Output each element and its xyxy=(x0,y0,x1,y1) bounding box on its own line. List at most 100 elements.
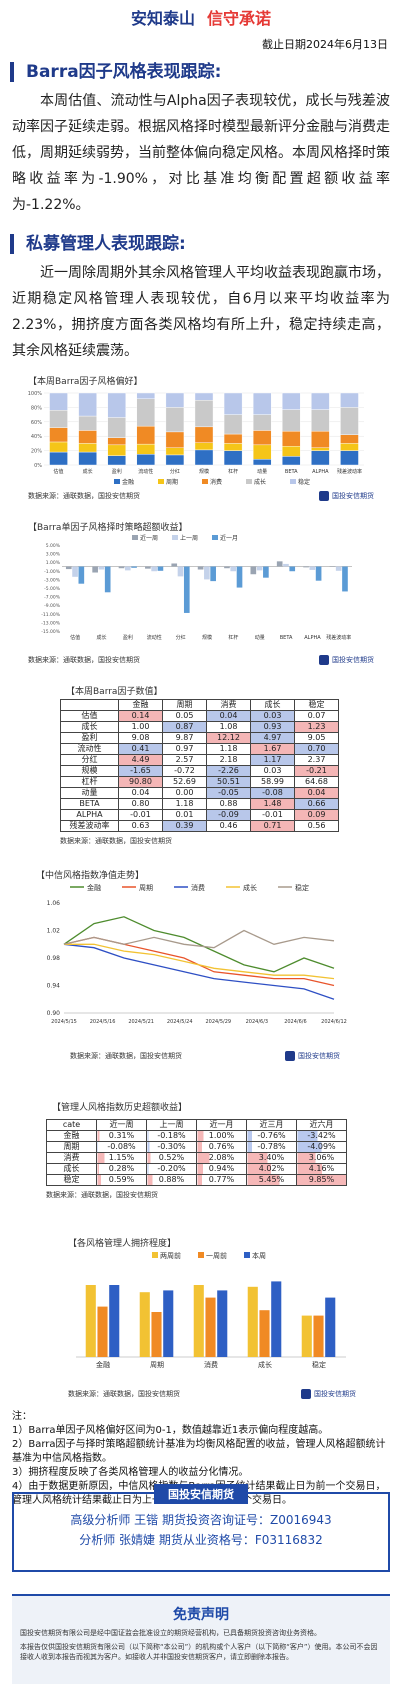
disclaimer-title: 免责声明 xyxy=(12,1604,390,1624)
bar xyxy=(79,567,85,584)
row-header: 估值 xyxy=(61,711,119,722)
table-cell: 0.14 xyxy=(119,711,163,722)
table-cell: 90.80 xyxy=(119,777,163,788)
table-cell: 1.67 xyxy=(251,744,295,755)
table-cell: 1.00% xyxy=(197,1131,247,1142)
x-tick-label: 盈利 xyxy=(112,468,122,475)
bar xyxy=(125,567,131,571)
bar xyxy=(289,567,295,572)
row-header: 成长 xyxy=(61,722,119,733)
bar-segment xyxy=(195,427,213,443)
table-header: 成长 xyxy=(251,700,295,711)
table-cell: 0.00 xyxy=(163,788,207,799)
bar xyxy=(310,567,316,570)
bar xyxy=(66,567,72,570)
bar xyxy=(92,567,98,573)
table-cell: 0.97 xyxy=(163,744,207,755)
logo-text: 国投安信期货 xyxy=(314,1389,356,1399)
legend-swatch xyxy=(202,479,208,484)
bar-segment xyxy=(50,428,68,442)
table-cell: 2.08% xyxy=(197,1153,247,1164)
table-cell: -4.09% xyxy=(297,1142,347,1153)
row-header: 流动性 xyxy=(61,744,119,755)
bar xyxy=(237,567,243,588)
table-cell: 0.05 xyxy=(163,711,207,722)
bar-segment xyxy=(282,456,300,465)
crowding-bar-chart: 金融周期消费成长稳定两周前一周前本周 xyxy=(62,1249,362,1389)
x-tick-label: 消费 xyxy=(204,1360,218,1369)
analyst-line-1: 高级分析师 王锴 期货投资咨询证号：Z0016943 xyxy=(14,1510,388,1530)
cutoff-date: 截止日期2024年6月13日 xyxy=(0,36,402,52)
bar-segment xyxy=(108,445,126,456)
bar xyxy=(151,1312,161,1357)
table-cell: 1.23 xyxy=(295,722,339,733)
figure-title: 【Barra单因子风格择时策略超额收益】 xyxy=(22,520,380,533)
bar-segment xyxy=(50,410,68,427)
row-header: 残差波动率 xyxy=(61,821,119,832)
y-tick-label: 0.94 xyxy=(47,983,61,990)
table-cell: 0.71 xyxy=(251,821,295,832)
table-cell: 3.40% xyxy=(247,1153,297,1164)
bar xyxy=(303,567,309,568)
legend-swatch xyxy=(212,535,218,540)
legend-label: 消费 xyxy=(210,478,222,486)
table-cell: 0.66 xyxy=(295,799,339,810)
x-tick-label: BETA xyxy=(280,635,293,641)
company-logo: 国投安信期货 xyxy=(319,491,374,501)
figure-crowding: 【各风格管理人拥挤程度】 金融周期消费成长稳定两周前一周前本周 数据来源：通联数… xyxy=(62,1236,362,1406)
bar xyxy=(302,1316,312,1357)
table-cell: 2.37 xyxy=(295,755,339,766)
x-tick-label: 2024/5/29 xyxy=(205,1019,231,1025)
table-cell: 4.02% xyxy=(247,1164,297,1175)
bar-segment xyxy=(253,415,271,431)
table-cell: 0.04 xyxy=(119,788,163,799)
x-tick-label: 分红 xyxy=(170,468,180,475)
table-cell: -0.08% xyxy=(97,1142,147,1153)
bar xyxy=(230,567,236,572)
table-cell: 64.68 xyxy=(295,777,339,788)
bar-segment xyxy=(195,443,213,450)
x-tick-label: 流动性 xyxy=(147,634,162,641)
legend-label: 本周 xyxy=(252,1251,266,1260)
bar-segment xyxy=(50,393,68,410)
bar-segment xyxy=(50,452,68,465)
table-cell: 0.63 xyxy=(119,821,163,832)
y-tick-label: 60% xyxy=(31,420,42,426)
bar-segment xyxy=(224,415,242,434)
table-cell: 1.00 xyxy=(119,722,163,733)
table-cell: 1.15% xyxy=(97,1153,147,1164)
table-cell: 0.52% xyxy=(147,1153,197,1164)
bar-segment xyxy=(166,448,184,455)
bar xyxy=(342,567,348,592)
table-cell: -0.78% xyxy=(247,1142,297,1153)
logo-icon xyxy=(319,655,329,665)
legend-label: 稳定 xyxy=(298,478,310,486)
table-cell: -0.01 xyxy=(251,810,295,821)
brand-left: 安知泰山 xyxy=(131,5,195,29)
note-line: 注： xyxy=(12,1410,390,1424)
x-tick-label: 动量 xyxy=(255,634,265,641)
series-line xyxy=(64,931,334,948)
bar-segment xyxy=(195,400,213,427)
table-cell: 0.28% xyxy=(97,1164,147,1175)
table-cell: 0.93 xyxy=(251,722,295,733)
x-tick-label: 杠杆 xyxy=(228,634,238,641)
table-header: 近六月 xyxy=(297,1120,347,1131)
bar xyxy=(140,1292,150,1357)
logo-icon xyxy=(319,491,329,501)
bar-segment xyxy=(137,426,155,444)
legend-label: 周期 xyxy=(166,478,178,486)
bar-segment xyxy=(224,443,242,450)
table-cell: 5.45% xyxy=(247,1175,297,1186)
section-text-barra: 本周估值、流动性与Alpha因子表现较优，成长与残差波动率因子延续走弱。根据风格… xyxy=(0,82,402,218)
table-header: 近一月 xyxy=(197,1120,247,1131)
legend-swatch xyxy=(244,1252,250,1258)
bar-segment xyxy=(79,443,97,452)
bar xyxy=(271,1281,281,1357)
bar-segment xyxy=(79,430,97,443)
